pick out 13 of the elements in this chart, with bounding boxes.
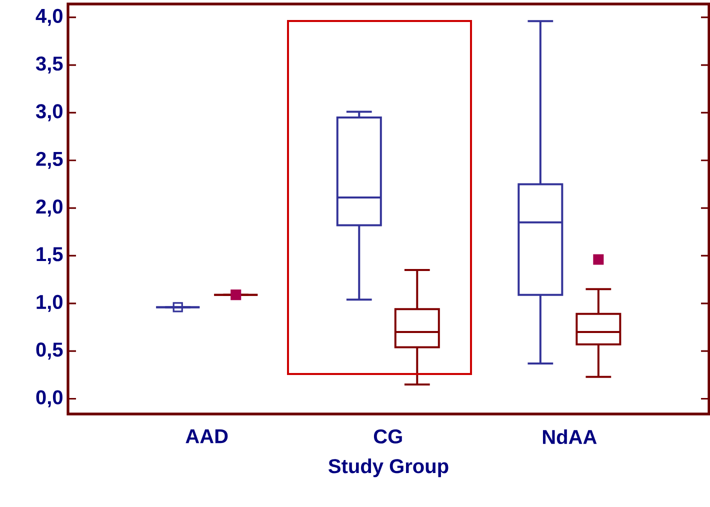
y-tick-label: 1,0 — [36, 294, 62, 312]
y-tick-label: 4,0 — [36, 8, 62, 26]
y-tick-label: 2,0 — [36, 200, 62, 217]
y-tick-label: 3,5 — [36, 56, 63, 74]
y-tick-label: 0,0 — [36, 390, 62, 408]
x-tick-label: AAD — [186, 429, 228, 444]
y-tick-label: 0,5 — [36, 342, 63, 360]
x-axis-title: Study Group — [328, 458, 448, 478]
y-tick-label: 2,5 — [36, 152, 63, 169]
y-tick-label: 3,0 — [36, 104, 62, 122]
x-tick-label: NdAA — [542, 429, 597, 444]
x-tick-label: CG — [374, 429, 402, 444]
y-tick-label: 1,5 — [36, 247, 63, 264]
